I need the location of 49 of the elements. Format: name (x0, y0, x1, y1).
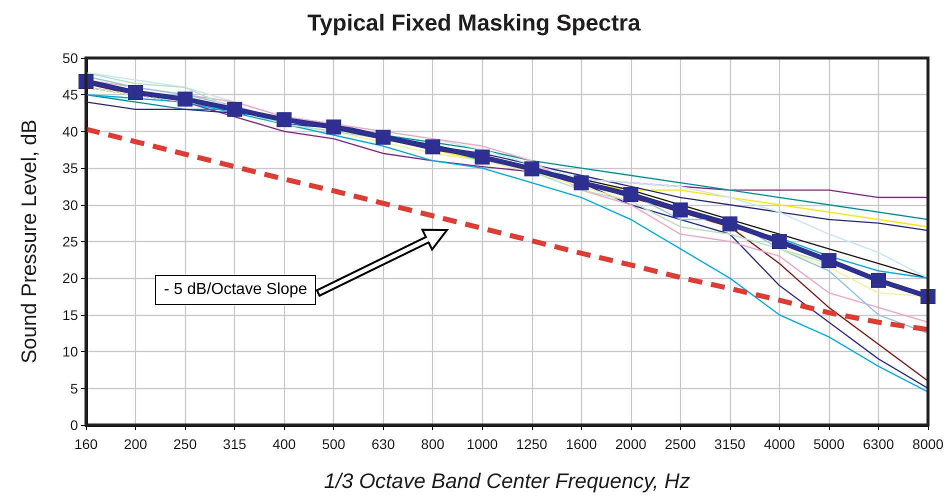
point (276, 112, 292, 128)
y-tick-label: 10 (62, 344, 78, 360)
point (326, 119, 342, 134)
point (821, 253, 836, 268)
x-tick-label: 500 (322, 436, 346, 452)
point (870, 272, 886, 288)
y-tick-label: 0 (70, 417, 78, 433)
point (623, 187, 638, 202)
annotation: - 5 dB/Octave Slope (155, 275, 316, 305)
point (574, 175, 589, 190)
x-tick-label: 1000 (466, 436, 498, 452)
point (128, 85, 144, 100)
point (672, 202, 688, 218)
x-tick-label: 200 (124, 436, 148, 452)
point (722, 216, 738, 232)
x-tick-label: 8000 (912, 436, 944, 452)
y-tick-label: 15 (62, 306, 78, 323)
x-tick-label: 160 (74, 436, 98, 452)
point (178, 92, 193, 107)
x-tick-label: 2000 (615, 436, 647, 452)
x-tick-label: 400 (272, 436, 296, 452)
x-tick-label: 630 (371, 436, 396, 452)
chart-title: Typical Fixed Masking Spectra (307, 10, 641, 36)
y-tick-label: 45 (62, 86, 78, 103)
y-tick-label: 20 (62, 270, 78, 286)
y-tick-label: 30 (62, 196, 78, 213)
x-tick-label: 2500 (664, 436, 696, 452)
x-tick-label: 250 (173, 436, 197, 452)
x-tick-label: 1250 (516, 436, 548, 452)
y-tick-label: 40 (62, 123, 78, 140)
point (376, 130, 391, 145)
y-tick-label: 25 (62, 234, 78, 250)
x-tick-label: 4000 (764, 436, 796, 452)
y-tick-label: 50 (62, 50, 78, 66)
point (772, 234, 787, 249)
y-axis-title: Sound Pressure Level, dB (18, 120, 41, 364)
point (524, 161, 540, 176)
x-tick-label: 3150 (714, 436, 746, 452)
point (227, 102, 242, 117)
x-axis-title: 1/3 Octave Band Center Frequency, Hz (324, 470, 691, 493)
x-tick-label: 6300 (862, 436, 894, 452)
x-tick-label: 315 (222, 436, 246, 452)
point (425, 139, 440, 154)
y-tick-label: 35 (62, 160, 78, 176)
x-tick-label: 5000 (813, 436, 845, 452)
x-tick-label: 800 (421, 436, 445, 452)
x-tick-label: 1600 (566, 436, 598, 452)
point (474, 150, 490, 165)
y-tick-label: 5 (70, 380, 78, 396)
